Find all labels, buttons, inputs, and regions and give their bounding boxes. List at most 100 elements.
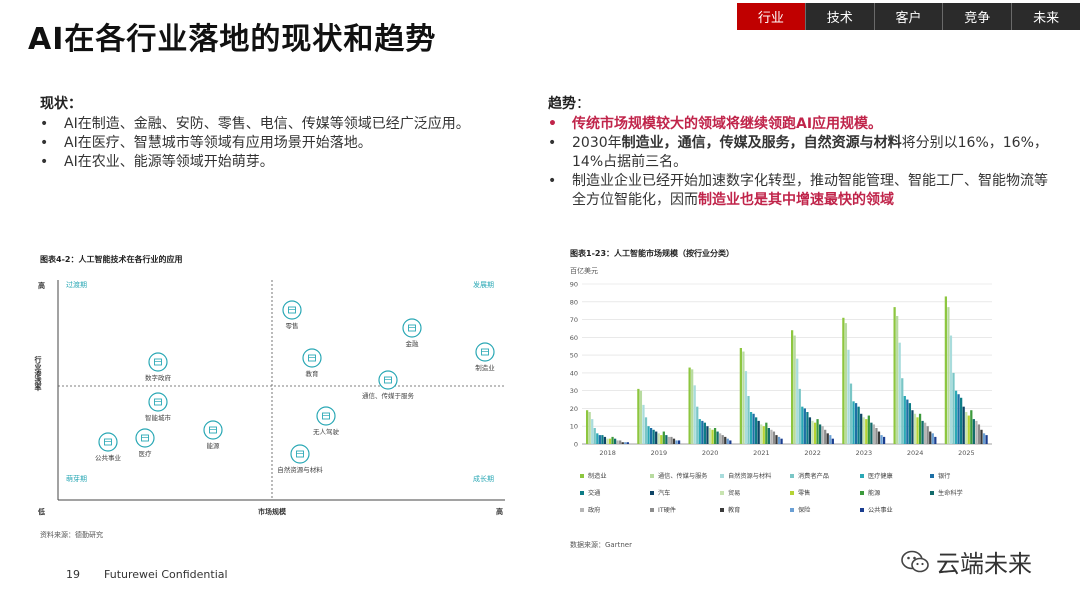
- bar: [755, 417, 758, 444]
- x-tick-label: 2019: [651, 449, 668, 457]
- bar: [767, 428, 770, 444]
- legend-label: 贸易: [728, 489, 740, 497]
- bar: [811, 420, 814, 444]
- bar: [813, 422, 817, 444]
- quadrant-item-2: 金融: [402, 318, 422, 348]
- bar: [801, 406, 804, 444]
- bar: [613, 438, 617, 444]
- bar: [772, 431, 776, 444]
- x-tick-label: 2021: [753, 449, 770, 457]
- bar: [867, 415, 870, 444]
- bar: [757, 420, 760, 444]
- bar: [818, 424, 822, 444]
- legend-item: IT硬件: [650, 506, 676, 514]
- bar: [729, 440, 732, 444]
- legend-item: 银行: [930, 472, 950, 480]
- legend-item: 公共事业: [860, 506, 893, 514]
- quadrant-item-label: 零售: [286, 321, 299, 330]
- bar: [960, 397, 963, 444]
- legend-item: 教育: [720, 506, 740, 514]
- bar: [598, 435, 601, 444]
- bar: [806, 412, 809, 444]
- bar: [872, 424, 876, 444]
- bar: [916, 417, 919, 444]
- bar: [877, 431, 881, 444]
- current-status-block: 现状： AI在制造、金融、安防、零售、电信、传媒等领域已经广泛应用。 AI在医疗…: [40, 95, 520, 172]
- bar: [713, 428, 717, 444]
- bar: [752, 413, 755, 444]
- quadrant-item-label: 金融: [406, 339, 420, 348]
- bar: [931, 433, 934, 444]
- bar: [854, 403, 858, 444]
- legend-label: 消费者产品: [798, 472, 829, 480]
- tab-competition[interactable]: 竞争: [942, 3, 1012, 30]
- bar: [696, 406, 699, 444]
- bar: [603, 436, 607, 444]
- y-tick-label: 70: [570, 316, 578, 324]
- x-tick-label: 2018: [599, 449, 616, 457]
- legend-label: 生命科学: [938, 489, 963, 497]
- y-tick-label: 40: [570, 369, 578, 377]
- x-tick-label: 2020: [702, 449, 719, 457]
- quadrant-figure-title: 图表4-2：人工智能技术在各行业的应用: [40, 255, 183, 264]
- bar: [944, 296, 947, 444]
- quadrant-source: 资料来源：德勤研究: [40, 531, 103, 539]
- tab-customer[interactable]: 客户: [873, 3, 943, 30]
- bar: [665, 435, 668, 444]
- quadrant-item-1: 零售: [282, 300, 302, 330]
- footer-confidential: Futurewei Confidential: [104, 568, 228, 581]
- quadrant-label-sprout: 萌芽期: [66, 474, 87, 483]
- bar: [865, 419, 868, 444]
- trend-block: 趋势： 传统市场规模较大的领域将继续领跑AI应用规模。 2030年制造业，通信，…: [548, 95, 1048, 210]
- legend-item: 贸易: [720, 489, 740, 497]
- legend-label: 公共事业: [868, 506, 893, 514]
- legend-label: 医疗健康: [868, 472, 893, 480]
- bar: [982, 433, 986, 444]
- tab-technology[interactable]: 技术: [804, 3, 874, 30]
- bar: [798, 388, 801, 444]
- bar: [947, 307, 950, 444]
- bar: [926, 426, 929, 444]
- tab-industry[interactable]: 行业: [737, 3, 805, 30]
- bar: [662, 431, 665, 444]
- bar: [608, 438, 612, 444]
- legend-item: 能源: [860, 489, 880, 497]
- bar: [924, 422, 927, 444]
- medical-cross-icon: [135, 428, 155, 448]
- x-high-label: 高: [496, 507, 503, 516]
- shop-icon: [282, 300, 302, 320]
- bar: [647, 426, 650, 444]
- bar: [967, 415, 970, 444]
- bar: [655, 431, 658, 444]
- bar: [821, 426, 824, 444]
- legend-label: 保险: [798, 506, 811, 514]
- government-icon: [148, 352, 168, 372]
- bar: [949, 335, 953, 444]
- bar: [721, 435, 724, 444]
- bar: [882, 436, 886, 444]
- tree-icon: [290, 444, 310, 464]
- bar: [616, 440, 619, 444]
- watermark: 云端未来: [900, 544, 1032, 579]
- legend-label: 制造业: [588, 472, 607, 480]
- bar: [591, 419, 594, 444]
- bar: [980, 429, 983, 444]
- tab-future[interactable]: 未来: [1011, 3, 1080, 30]
- bar: [898, 342, 901, 444]
- bar: [742, 351, 745, 444]
- wechat-icon: [901, 550, 929, 572]
- x-axis-label: 市场规模: [258, 507, 287, 516]
- y-tick-label: 10: [570, 423, 578, 431]
- x-tick-label: 2023: [856, 449, 873, 457]
- legend-item: 自然资源与材料: [720, 472, 771, 480]
- bar: [596, 433, 599, 444]
- quadrant-item-11: 无人驾驶: [313, 406, 340, 436]
- bar: [744, 371, 748, 444]
- quadrant-item-6: 数字政府: [145, 352, 172, 382]
- bar: [906, 399, 909, 444]
- bar: [962, 406, 965, 444]
- x-tick-label: 2025: [958, 449, 975, 457]
- bar: [672, 438, 676, 444]
- bar: [831, 438, 834, 444]
- bar: [760, 424, 763, 444]
